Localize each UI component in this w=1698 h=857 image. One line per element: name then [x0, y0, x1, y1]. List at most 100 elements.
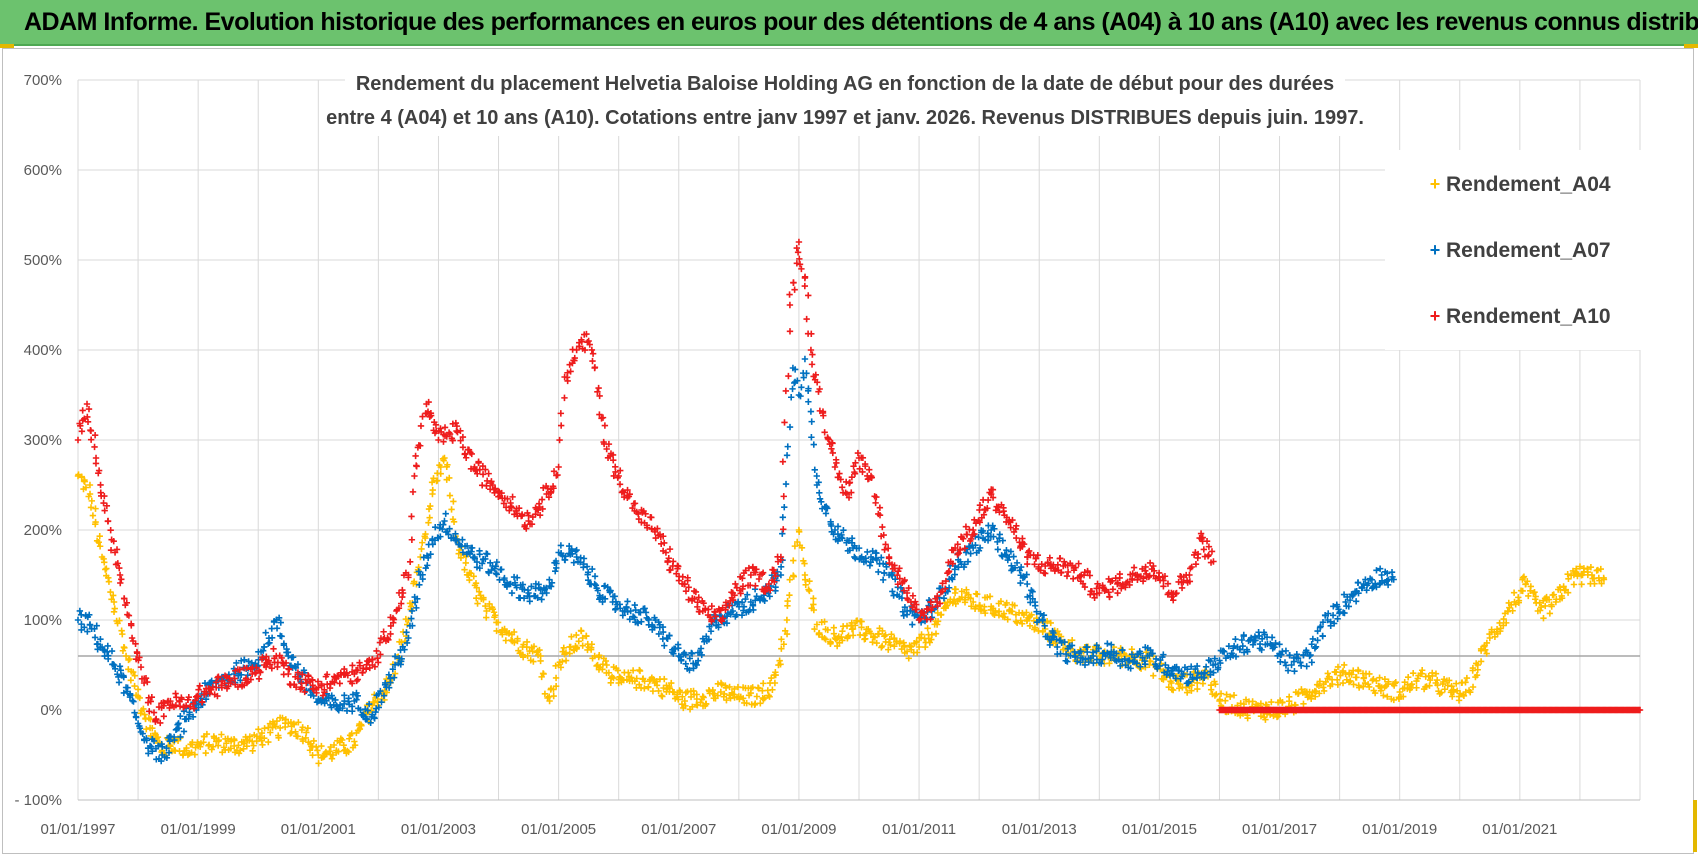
data-point — [566, 643, 573, 651]
data-point — [259, 741, 266, 749]
data-point — [369, 656, 376, 663]
data-point — [142, 674, 150, 682]
data-point — [761, 597, 768, 604]
data-point — [569, 346, 576, 353]
data-point — [692, 660, 699, 668]
data-point — [812, 371, 819, 379]
data-point — [744, 591, 751, 598]
data-point — [1439, 678, 1447, 686]
data-point — [971, 516, 978, 524]
legend-label-a10: Rendement_A10 — [1446, 305, 1611, 328]
data-point — [915, 643, 923, 651]
data-point — [1099, 656, 1106, 663]
data-point — [331, 679, 338, 686]
data-point — [453, 422, 461, 430]
series-rendement-a10-flat — [1216, 706, 1644, 714]
data-point — [1339, 667, 1347, 675]
data-point — [661, 642, 668, 649]
data-point — [1106, 660, 1113, 667]
data-point — [1314, 627, 1321, 635]
data-point — [567, 368, 574, 375]
data-point — [781, 627, 789, 634]
data-point — [768, 674, 775, 682]
data-point — [344, 672, 352, 679]
data-point — [583, 563, 591, 570]
data-point — [822, 636, 829, 643]
data-point — [100, 499, 107, 507]
data-point — [273, 625, 281, 632]
data-point — [1325, 610, 1332, 617]
data-point — [1578, 581, 1585, 588]
data-point — [1378, 571, 1385, 579]
data-point — [1113, 650, 1120, 657]
data-point — [906, 642, 913, 649]
data-point — [1063, 572, 1071, 580]
y-tick-label: 100% — [24, 612, 62, 629]
data-point — [624, 608, 631, 616]
data-point — [731, 685, 738, 693]
data-point — [778, 636, 785, 643]
data-point — [913, 649, 921, 656]
axis-ticks: - 100% 0% 100% 200% 300% 400% 500% 600% 700% 01/0… — [14, 72, 1557, 838]
data-point — [473, 558, 481, 566]
data-point — [502, 637, 510, 644]
data-point — [928, 631, 936, 638]
data-point — [934, 609, 941, 617]
data-point — [887, 641, 894, 649]
data-point — [539, 590, 546, 597]
data-point — [1239, 642, 1246, 650]
data-point — [84, 418, 92, 426]
data-point — [1530, 589, 1537, 597]
y-tick-label: 700% — [24, 72, 62, 89]
data-point — [429, 541, 437, 548]
data-point — [760, 680, 767, 687]
data-point — [1150, 672, 1157, 679]
data-point — [661, 539, 668, 547]
data-point — [518, 511, 526, 518]
data-point — [1469, 683, 1477, 691]
data-point — [855, 544, 863, 552]
data-point — [794, 538, 801, 546]
data-point — [1537, 603, 1545, 611]
data-point — [340, 742, 347, 749]
data-point — [96, 532, 103, 540]
data-point — [140, 705, 147, 713]
data-point — [666, 545, 674, 553]
data-point — [417, 442, 424, 449]
data-point — [493, 571, 500, 578]
data-point — [1500, 615, 1507, 623]
data-point — [453, 537, 460, 544]
data-point — [441, 424, 449, 431]
data-point — [1199, 680, 1207, 687]
data-point — [1329, 612, 1337, 619]
data-point — [279, 714, 286, 722]
data-point — [1004, 556, 1011, 564]
data-point — [1217, 690, 1225, 697]
data-point — [801, 282, 809, 290]
data-point — [509, 493, 516, 501]
data-point — [1429, 672, 1436, 680]
data-point — [375, 704, 383, 711]
data-point — [1509, 607, 1516, 614]
data-point — [1184, 666, 1191, 673]
data-point — [760, 696, 767, 703]
data-point — [772, 671, 779, 679]
data-point — [1082, 656, 1089, 663]
data-point — [145, 750, 152, 757]
data-point — [371, 663, 379, 670]
data-point — [183, 744, 190, 752]
data-point — [376, 639, 384, 646]
data-point — [387, 679, 394, 686]
data-point — [848, 619, 855, 627]
data-point — [979, 527, 987, 535]
data-point — [1465, 687, 1473, 694]
data-point — [1636, 706, 1644, 714]
data-point — [553, 560, 560, 567]
data-point — [1531, 588, 1538, 596]
data-point — [631, 601, 638, 609]
data-point — [564, 377, 571, 385]
data-point — [636, 667, 644, 675]
data-point — [805, 385, 812, 392]
data-point — [1052, 639, 1059, 647]
data-point — [426, 514, 433, 521]
